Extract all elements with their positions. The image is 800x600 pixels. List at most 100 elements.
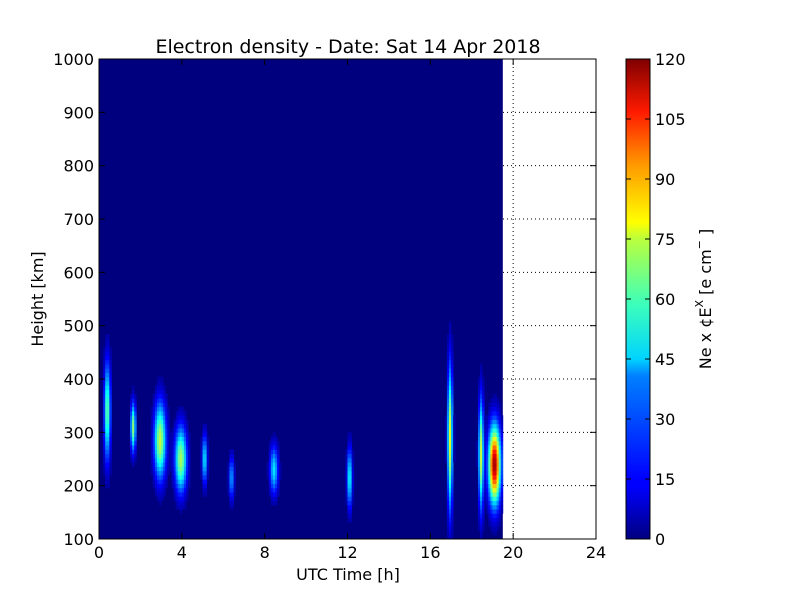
heatmap-cell bbox=[490, 445, 493, 450]
heatmap-cell bbox=[177, 419, 181, 425]
heatmap-cell bbox=[152, 428, 156, 433]
heatmap-cell bbox=[185, 479, 189, 484]
heatmap-cell bbox=[496, 398, 500, 403]
heatmap-cell bbox=[494, 475, 497, 480]
heatmap-cell bbox=[477, 432, 481, 437]
heatmap-cell bbox=[105, 355, 108, 361]
heatmap-cell bbox=[200, 445, 203, 450]
y-tick-label: 800 bbox=[63, 157, 94, 176]
heatmap-cell bbox=[448, 530, 452, 536]
heatmap-cell bbox=[107, 432, 110, 437]
heatmap-cell bbox=[188, 475, 191, 480]
heatmap-cell bbox=[105, 368, 108, 373]
heatmap-cell bbox=[498, 470, 502, 476]
heatmap-cell bbox=[159, 419, 162, 425]
heatmap-cell bbox=[275, 453, 278, 459]
heatmap-cell bbox=[204, 445, 208, 450]
heatmap-cell bbox=[490, 457, 493, 463]
heatmap-cell bbox=[165, 462, 168, 467]
heatmap-cell bbox=[156, 457, 160, 463]
heatmap-cell bbox=[275, 436, 278, 442]
heatmap-cell bbox=[105, 462, 108, 467]
heatmap-cell bbox=[480, 449, 483, 455]
heatmap-cell bbox=[477, 513, 481, 519]
heatmap-cell bbox=[345, 449, 348, 455]
heatmap-cell bbox=[185, 483, 189, 489]
heatmap-cell bbox=[494, 436, 497, 442]
heatmap-cell bbox=[156, 445, 160, 450]
heatmap-cell bbox=[494, 521, 497, 527]
heatmap-cell bbox=[500, 457, 504, 463]
heatmap-cell bbox=[490, 449, 493, 455]
heatmap-cell bbox=[494, 406, 497, 412]
heatmap-cell bbox=[154, 389, 158, 395]
heatmap-cell bbox=[161, 381, 164, 386]
heatmap-cell bbox=[453, 449, 456, 455]
heatmap-cell bbox=[183, 479, 187, 484]
heatmap-cell bbox=[150, 428, 154, 433]
heatmap-cell bbox=[200, 462, 203, 467]
heatmap-cell bbox=[492, 475, 495, 480]
heatmap-cell bbox=[109, 453, 112, 459]
heatmap-cell bbox=[490, 415, 493, 420]
heatmap-cell bbox=[161, 487, 164, 493]
heatmap-cell bbox=[492, 470, 495, 476]
heatmap-cell bbox=[275, 466, 278, 472]
heatmap-cell bbox=[159, 475, 162, 480]
heatmap-cell bbox=[105, 338, 108, 344]
heatmap-cell bbox=[231, 457, 235, 463]
heatmap-cell bbox=[185, 466, 189, 472]
heatmap-cell bbox=[204, 462, 208, 467]
heatmap-cell bbox=[109, 359, 112, 365]
heatmap-cell bbox=[105, 449, 108, 455]
heatmap-cell bbox=[494, 402, 497, 408]
heatmap-cell bbox=[272, 457, 276, 463]
heatmap-cell bbox=[229, 487, 232, 493]
heatmap-cell bbox=[154, 492, 158, 497]
heatmap-cell bbox=[183, 445, 187, 450]
heatmap-cell bbox=[448, 526, 452, 531]
heatmap-cell bbox=[446, 479, 450, 484]
heatmap-cell bbox=[181, 440, 185, 446]
heatmap-cell bbox=[105, 423, 108, 429]
heatmap-cell bbox=[477, 406, 481, 412]
heatmap-cell bbox=[496, 462, 500, 467]
heatmap-cell bbox=[173, 432, 177, 437]
heatmap-cell bbox=[159, 496, 162, 501]
heatmap-cell bbox=[345, 462, 348, 467]
heatmap-cell bbox=[446, 509, 450, 514]
heatmap-cell bbox=[347, 483, 350, 489]
heatmap-cell bbox=[477, 453, 481, 459]
heatmap-cell bbox=[347, 453, 350, 459]
heatmap-cell bbox=[488, 406, 491, 412]
heatmap-cell bbox=[173, 428, 177, 433]
heatmap-cell bbox=[451, 411, 454, 416]
heatmap-cell bbox=[275, 479, 278, 484]
heatmap-cell bbox=[107, 347, 110, 352]
heatmap-cell bbox=[484, 445, 487, 450]
heatmap-cell bbox=[480, 419, 483, 425]
heatmap-cell bbox=[448, 376, 452, 382]
heatmap-cell bbox=[159, 376, 162, 382]
heatmap-cell bbox=[451, 359, 454, 365]
heatmap-cell bbox=[446, 364, 450, 369]
colorbar-tick-label: 90 bbox=[655, 170, 675, 189]
heatmap-cell bbox=[275, 492, 278, 497]
heatmap-cell bbox=[185, 470, 189, 476]
heatmap-cell bbox=[109, 415, 112, 420]
heatmap-cell bbox=[451, 342, 454, 348]
heatmap-cell bbox=[453, 423, 456, 429]
heatmap-cell bbox=[107, 359, 110, 365]
heatmap-cell bbox=[202, 453, 206, 459]
heatmap-cell bbox=[159, 466, 162, 472]
heatmap-cell bbox=[490, 492, 493, 497]
y-tick-label: 700 bbox=[63, 210, 94, 229]
heatmap-cell bbox=[161, 470, 164, 476]
heatmap-cell bbox=[496, 470, 500, 476]
heatmap-cell bbox=[181, 466, 185, 472]
heatmap-cell bbox=[448, 351, 452, 356]
heatmap-cell bbox=[227, 479, 230, 484]
heatmap-cell bbox=[175, 419, 179, 425]
heatmap-cell bbox=[185, 487, 189, 493]
heatmap-cell bbox=[494, 419, 497, 425]
